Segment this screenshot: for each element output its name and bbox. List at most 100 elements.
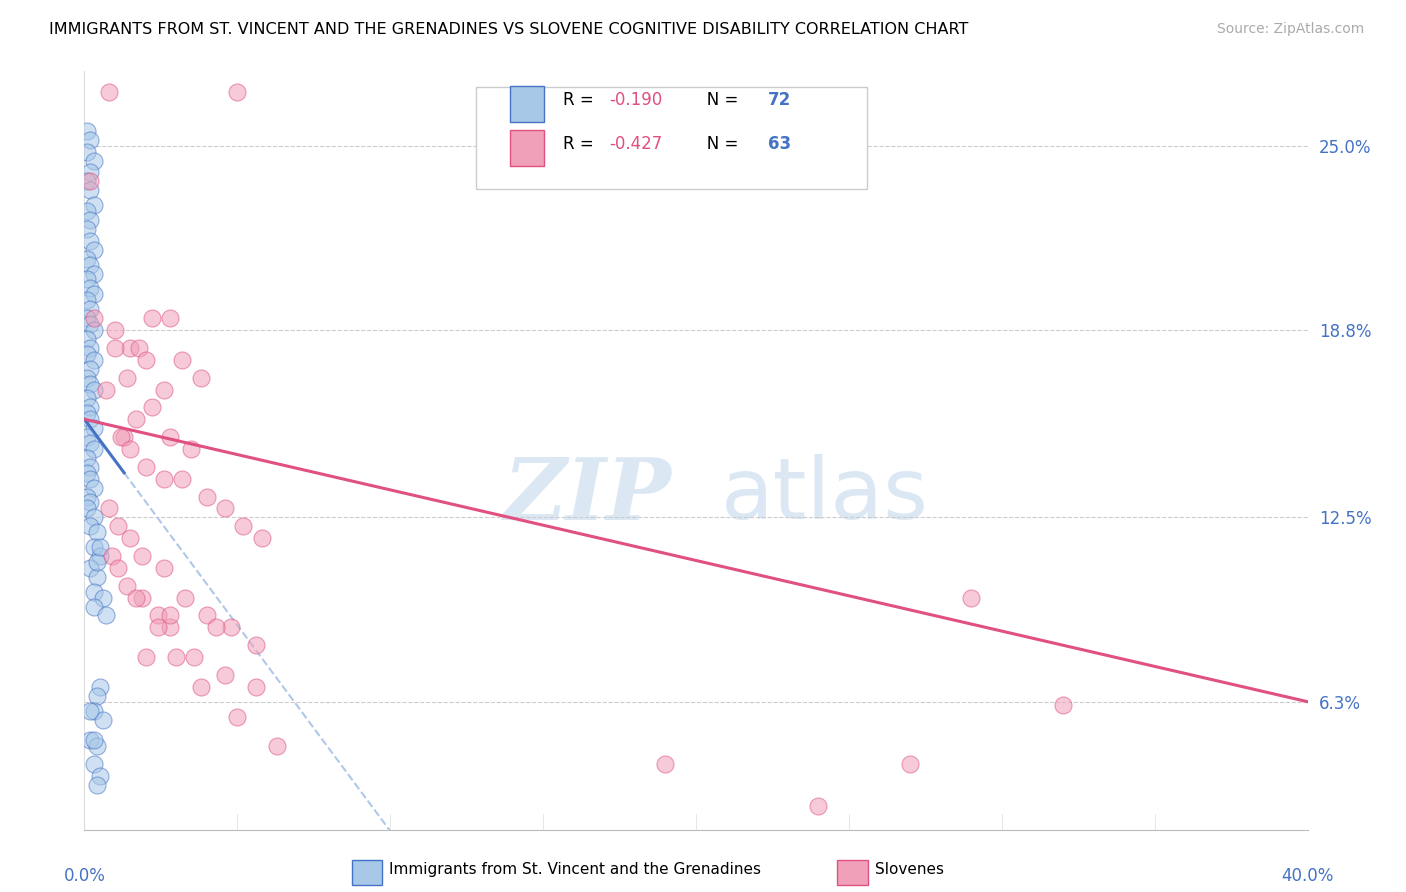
Text: Source: ZipAtlas.com: Source: ZipAtlas.com <box>1216 22 1364 37</box>
Point <box>76 450 98 465</box>
Point <box>83 198 105 212</box>
Point <box>190 680 212 694</box>
Text: N =: N = <box>692 135 744 153</box>
Point <box>104 323 127 337</box>
Point <box>135 459 157 474</box>
Point <box>654 757 676 772</box>
Point <box>172 472 194 486</box>
Point <box>76 501 98 516</box>
Point <box>141 401 163 415</box>
Point <box>79 234 101 248</box>
Point <box>245 680 267 694</box>
Point <box>125 591 148 605</box>
Point <box>83 599 105 614</box>
Point <box>153 472 176 486</box>
Point <box>79 281 101 295</box>
Point <box>76 272 98 286</box>
Point <box>131 591 153 605</box>
Point <box>141 311 163 326</box>
Point <box>159 311 181 326</box>
Point <box>89 680 111 694</box>
Point <box>83 287 105 301</box>
Text: IMMIGRANTS FROM ST. VINCENT AND THE GRENADINES VS SLOVENE COGNITIVE DISABILITY C: IMMIGRANTS FROM ST. VINCENT AND THE GREN… <box>49 22 969 37</box>
Text: -0.190: -0.190 <box>609 91 662 110</box>
Point <box>97 85 120 99</box>
Point <box>76 466 98 480</box>
Point <box>226 85 249 99</box>
Text: 40.0%: 40.0% <box>1281 867 1334 886</box>
Point <box>135 650 157 665</box>
Point <box>76 370 98 384</box>
Point <box>76 490 98 504</box>
Point <box>86 525 108 540</box>
Point <box>250 531 273 545</box>
Point <box>195 608 218 623</box>
Point <box>79 376 101 391</box>
Point <box>79 733 101 747</box>
Point <box>131 549 153 563</box>
Point <box>76 332 98 346</box>
Point <box>159 608 181 623</box>
Point <box>79 133 101 147</box>
Point <box>960 591 983 605</box>
Point <box>89 549 111 563</box>
Point <box>91 713 114 727</box>
Point <box>76 145 98 159</box>
Point <box>76 293 98 308</box>
Point <box>83 584 105 599</box>
Point <box>86 689 108 703</box>
Point <box>94 608 117 623</box>
Point <box>159 620 181 634</box>
Point <box>214 501 236 516</box>
Point <box>172 352 194 367</box>
Point <box>79 412 101 426</box>
Point <box>79 495 101 509</box>
Point <box>86 555 108 569</box>
Point <box>79 258 101 272</box>
Text: ZIP: ZIP <box>503 454 672 538</box>
Point <box>79 317 101 331</box>
Point <box>153 383 176 397</box>
Point <box>159 430 181 444</box>
FancyBboxPatch shape <box>475 87 868 189</box>
Point <box>83 383 105 397</box>
Point <box>83 481 105 495</box>
Point <box>89 769 111 783</box>
Point <box>226 709 249 723</box>
Text: 72: 72 <box>768 91 792 110</box>
Text: Immigrants from St. Vincent and the Grenadines: Immigrants from St. Vincent and the Gren… <box>389 863 762 877</box>
Point <box>76 222 98 236</box>
Point <box>79 401 101 415</box>
Point <box>195 490 218 504</box>
Point <box>101 549 124 563</box>
Point <box>135 352 157 367</box>
Point <box>76 406 98 420</box>
Text: atlas: atlas <box>720 454 928 538</box>
Point <box>79 165 101 179</box>
Point <box>245 638 267 652</box>
Point <box>83 757 105 772</box>
Point <box>97 501 120 516</box>
Point <box>76 204 98 219</box>
Point <box>79 436 101 450</box>
Point <box>76 430 98 444</box>
Point <box>83 510 105 524</box>
Point <box>76 174 98 188</box>
Text: 63: 63 <box>768 135 792 153</box>
Point <box>125 412 148 426</box>
Point <box>79 213 101 227</box>
Point <box>174 591 197 605</box>
Point <box>83 540 105 554</box>
Point <box>76 347 98 361</box>
Point <box>79 704 101 718</box>
Point <box>107 519 129 533</box>
Point <box>107 561 129 575</box>
Point <box>110 430 132 444</box>
Point <box>83 267 105 281</box>
Point <box>219 620 242 634</box>
Point <box>79 302 101 317</box>
Point <box>112 430 135 444</box>
Point <box>89 540 111 554</box>
Point <box>120 442 142 456</box>
Point <box>128 341 150 355</box>
